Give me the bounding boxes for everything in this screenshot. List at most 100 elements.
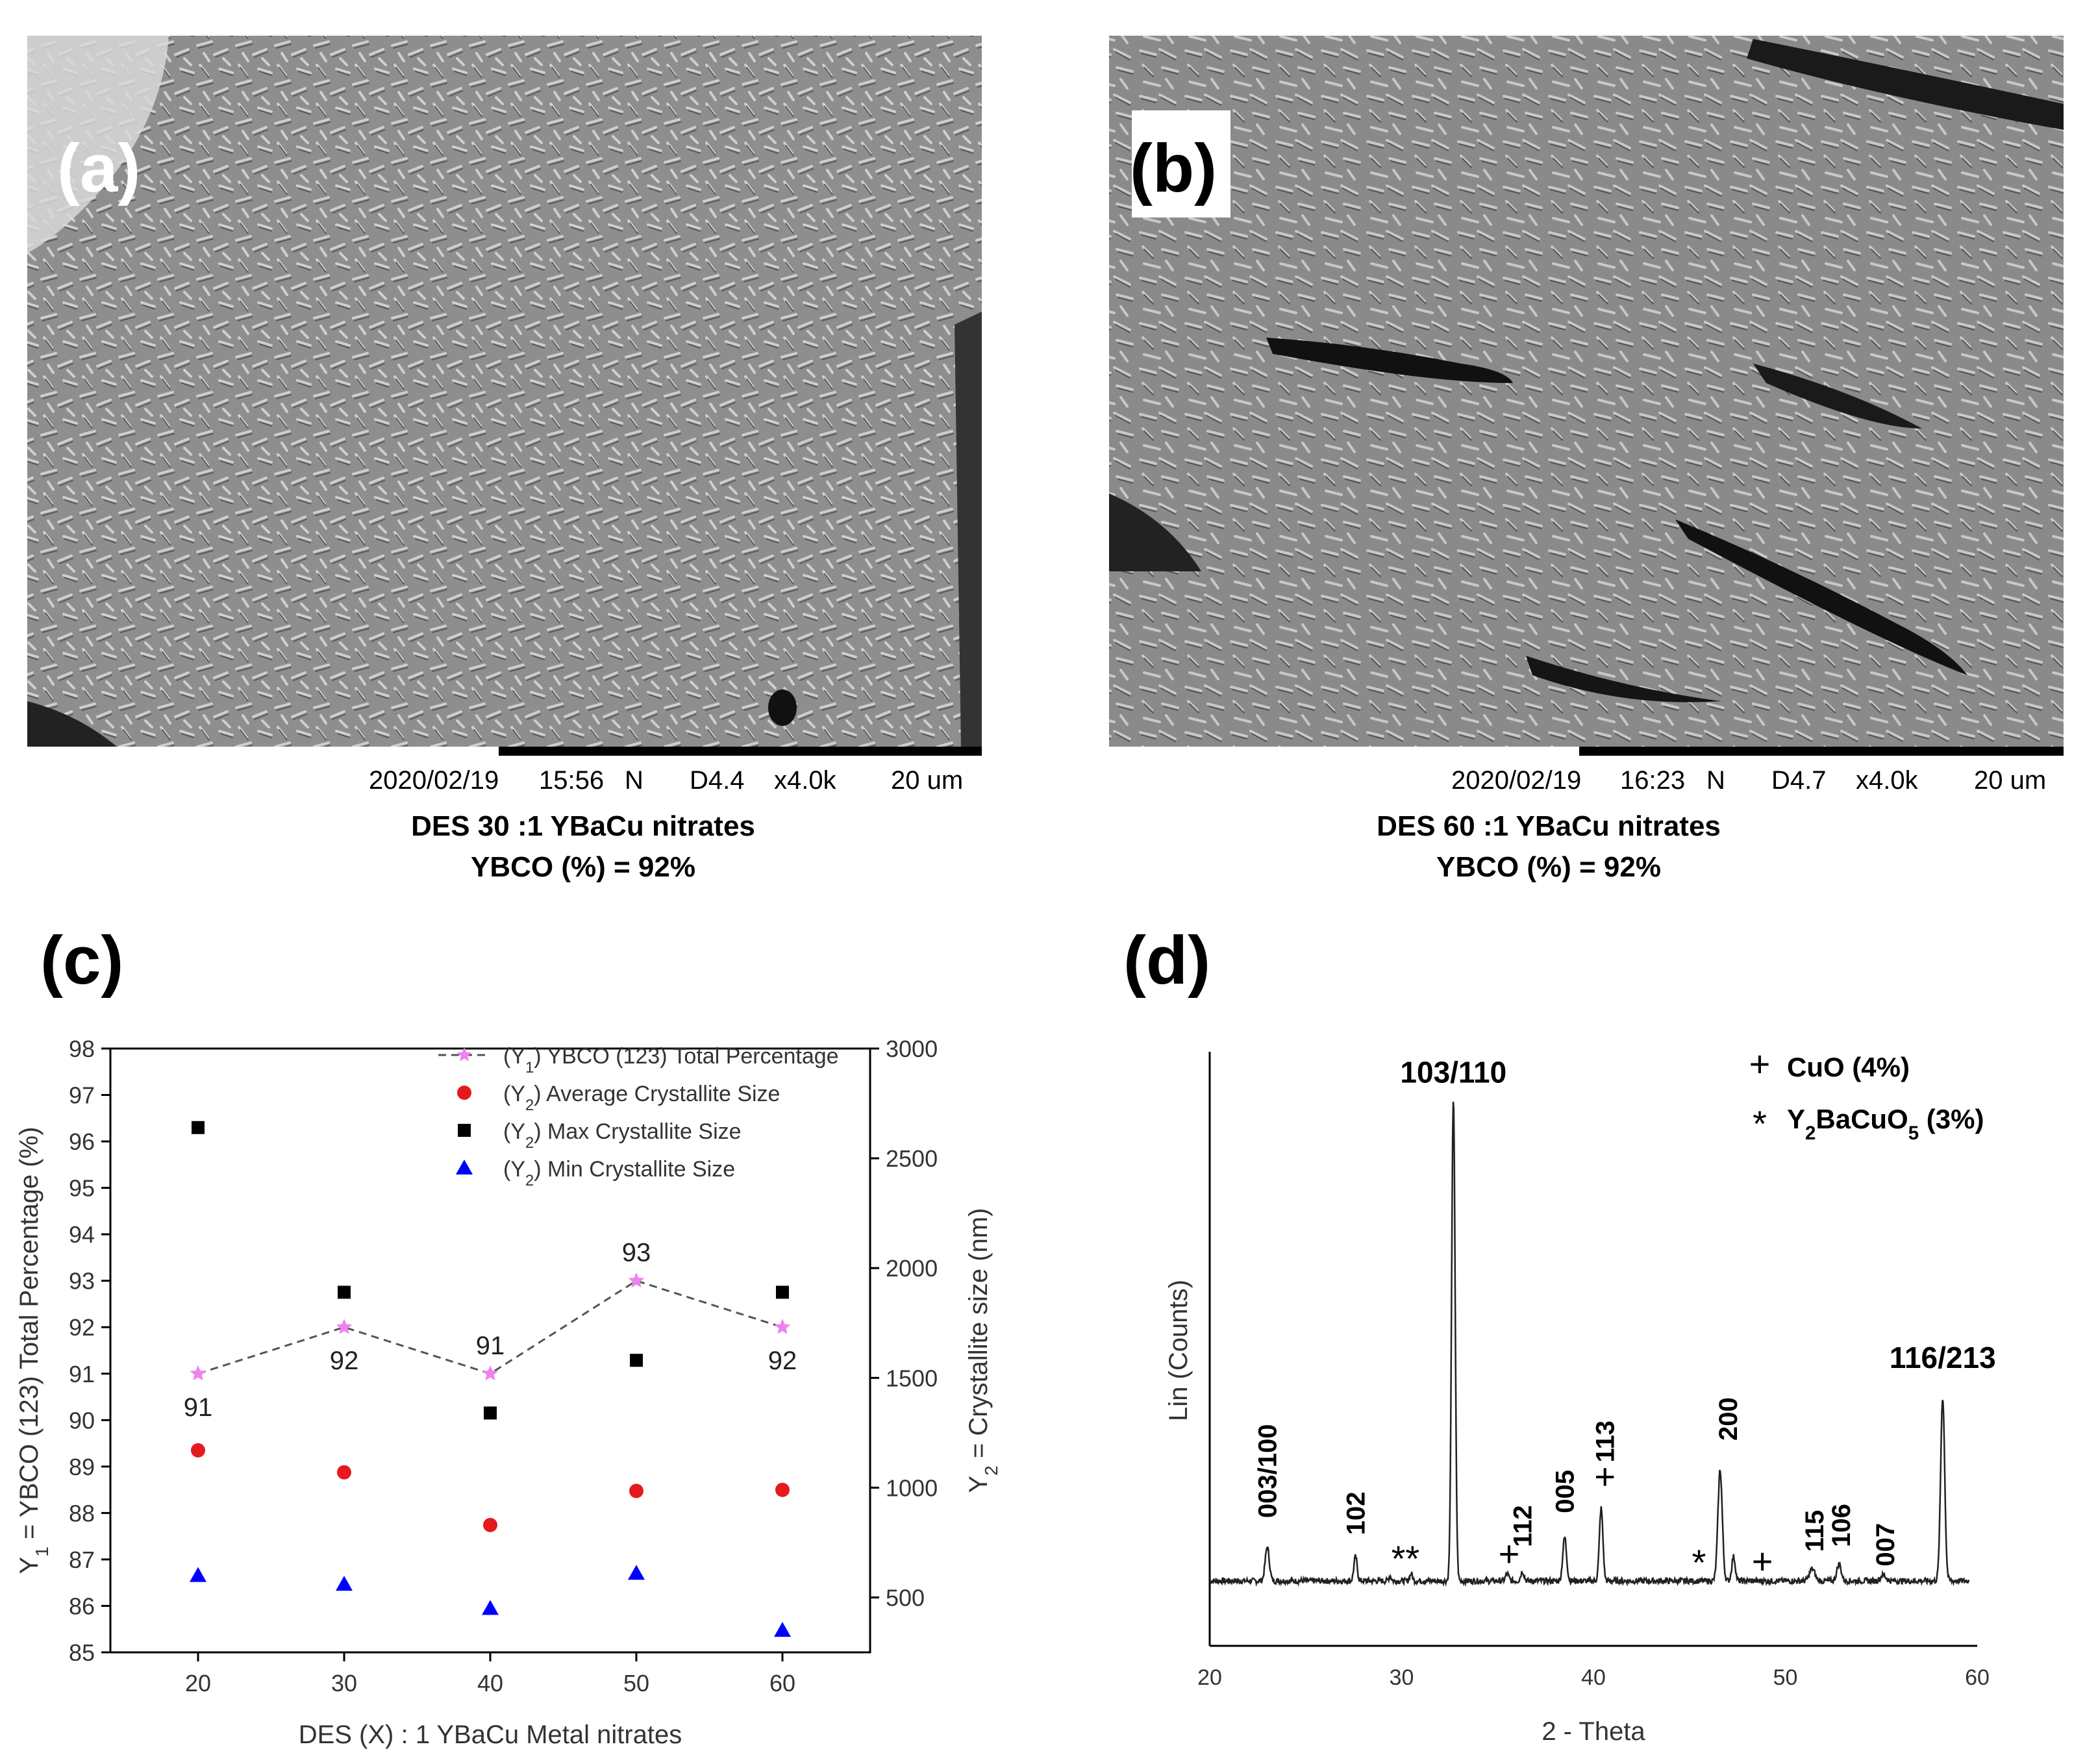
legend-label-c-3: (Y2) Min Crystallite Size	[503, 1157, 735, 1189]
caption-b-line2: YBCO (%) = 92%	[1436, 851, 1661, 883]
peak-label-d-1: 102	[1342, 1491, 1371, 1535]
y-left-tick-label-c-8: 93	[69, 1268, 95, 1295]
y-left-tick-label-c-2: 87	[69, 1547, 95, 1573]
y-right-tick-label-c-0: 500	[886, 1584, 925, 1611]
data-label-y1-3: 93	[622, 1239, 651, 1267]
data-label-y1-0: 91	[184, 1393, 213, 1422]
y-right-tick-label-c-3: 2000	[886, 1255, 938, 1282]
data-point-max-4	[776, 1286, 789, 1299]
legend-symbol-d-0: +	[1749, 1043, 1771, 1084]
y-right-tick-label-c-2: 1500	[886, 1365, 938, 1391]
sem-crack-b6	[1526, 656, 1721, 702]
x-tick-label-d-4: 60	[1965, 1665, 1990, 1690]
legend-marker-c-1	[457, 1086, 471, 1100]
y-left-tick-label-c-7: 92	[69, 1314, 95, 1341]
sem-date-a: 2020/02/19	[369, 766, 499, 795]
data-point-y1-4	[774, 1319, 791, 1334]
phase-marker-d-7: +	[1594, 1456, 1616, 1497]
legend-label-d-0: CuO (4%)	[1787, 1052, 1910, 1082]
x-axis-label-d: 2 - Theta	[1542, 1717, 1645, 1746]
data-label-y1-2: 91	[476, 1332, 505, 1360]
legend-label-c-0: (Y1) YBCO (123) Total Percentage	[503, 1044, 839, 1076]
legend-marker-c-0	[456, 1047, 472, 1062]
y-axis-label-d: Lin (Counts)	[1164, 1280, 1193, 1421]
peak-label-d-14: 007	[1871, 1523, 1900, 1567]
y-right-tick-label-c-4: 2500	[886, 1145, 938, 1172]
x-tick-label-d-3: 50	[1773, 1665, 1798, 1690]
data-point-y1-0	[190, 1365, 206, 1381]
y-left-tick-label-c-3: 88	[69, 1500, 95, 1526]
peak-label-d-10: 200	[1714, 1397, 1743, 1441]
data-point-min-1	[336, 1576, 353, 1591]
y-left-tick-label-c-6: 91	[69, 1361, 95, 1387]
peak-label-d-5: 112	[1509, 1505, 1538, 1547]
legend-label-c-2: (Y2) Max Crystallite Size	[503, 1119, 742, 1152]
panel-a: (a) 2020/02/19 15:56 N D4.4 x4.0k 20 um …	[27, 36, 982, 883]
panel-d-label: (d)	[1123, 923, 1210, 999]
sem-crack-b4	[1109, 493, 1201, 571]
panel-a-label: (a)	[57, 130, 140, 206]
sem-image-a-pore	[768, 689, 797, 726]
phase-marker-d-11: +	[1752, 1541, 1773, 1582]
panel-b: (b) 2020/02/19 16:23 N D4.7 x4.0k 20 um …	[1109, 36, 2064, 883]
peak-label-d-15: 116/213	[1890, 1341, 1996, 1374]
data-label-y1-1: 92	[330, 1347, 359, 1375]
x-tick-label-d-0: 20	[1197, 1665, 1222, 1690]
y-left-tick-label-c-11: 96	[69, 1128, 95, 1155]
data-point-max-3	[630, 1354, 643, 1367]
sem-time-a: 15:56	[539, 766, 604, 795]
peak-label-d-8: 113	[1592, 1421, 1620, 1463]
caption-a-line2: YBCO (%) = 92%	[471, 851, 695, 883]
sem-scale-b: 20 um	[1974, 766, 2046, 795]
sem-crack-b3	[1753, 364, 1922, 429]
data-label-y1-4: 92	[768, 1347, 797, 1375]
phase-marker-d-9: *	[1692, 1542, 1706, 1583]
sem-image-a-bright-region	[27, 36, 169, 253]
data-point-min-0	[190, 1567, 206, 1582]
data-point-avg-2	[483, 1517, 497, 1532]
y-left-tick-label-c-9: 94	[69, 1221, 95, 1248]
panel-b-label-bg	[1132, 110, 1230, 217]
sem-crack-b2	[1675, 519, 1967, 675]
y-left-tick-label-c-0: 85	[69, 1639, 95, 1666]
peak-label-d-6: 005	[1551, 1470, 1580, 1513]
data-point-avg-3	[629, 1484, 643, 1498]
sem-scale-bar-a	[499, 747, 982, 756]
panel-c-label: (c)	[40, 923, 123, 999]
sem-date-b: 2020/02/19	[1451, 766, 1581, 795]
y-right-tick-label-c-1: 1000	[886, 1474, 938, 1501]
sem-image-a	[27, 36, 982, 747]
sem-wd-a: D4.4	[690, 766, 745, 795]
sem-image-a-dark-edge	[27, 701, 117, 747]
x-tick-label-c-2: 40	[477, 1670, 503, 1696]
peak-label-d-0: 003/100	[1254, 1424, 1282, 1519]
sem-mode-a: N	[625, 766, 643, 795]
y-left-tick-label-c-4: 89	[69, 1454, 95, 1480]
y-right-tick-label-c-5: 3000	[886, 1036, 938, 1062]
phase-marker-d-4: +	[1499, 1534, 1520, 1574]
data-point-max-0	[192, 1121, 205, 1134]
sem-mode-b: N	[1706, 766, 1725, 795]
sem-time-b: 16:23	[1620, 766, 1685, 795]
legend-marker-c-2	[458, 1124, 471, 1137]
sem-info-bar-b: 2020/02/19 16:23 N D4.7 x4.0k 20 um	[1451, 766, 2046, 795]
sem-scale-a: 20 um	[891, 766, 963, 795]
peak-label-d-12: 115	[1801, 1510, 1829, 1552]
sem-mag-b: x4.0k	[1856, 766, 1919, 795]
data-point-y1-2	[482, 1365, 499, 1381]
x-tick-label-c-0: 20	[185, 1670, 211, 1696]
legend-marker-c-3	[456, 1160, 473, 1174]
sem-wd-b: D4.7	[1771, 766, 1827, 795]
panel-b-label: (b)	[1130, 130, 1217, 206]
x-tick-label-c-4: 60	[769, 1670, 795, 1696]
legend-symbol-d-1: *	[1753, 1103, 1767, 1144]
y-left-tick-label-c-12: 97	[69, 1082, 95, 1109]
sem-image-a-dark-right	[955, 312, 982, 747]
y-left-tick-label-c-10: 95	[69, 1175, 95, 1202]
sem-crack-b1	[1266, 338, 1513, 383]
y-left-tick-label-c-13: 98	[69, 1036, 95, 1062]
sem-mag-a: x4.0k	[774, 766, 837, 795]
x-tick-label-d-1: 30	[1390, 1665, 1414, 1690]
y-right-axis-label-c: Y2 = Crystallite size (nm)	[964, 1208, 1001, 1493]
legend-label-d-1: Y2BaCuO5 (3%)	[1787, 1104, 1984, 1144]
